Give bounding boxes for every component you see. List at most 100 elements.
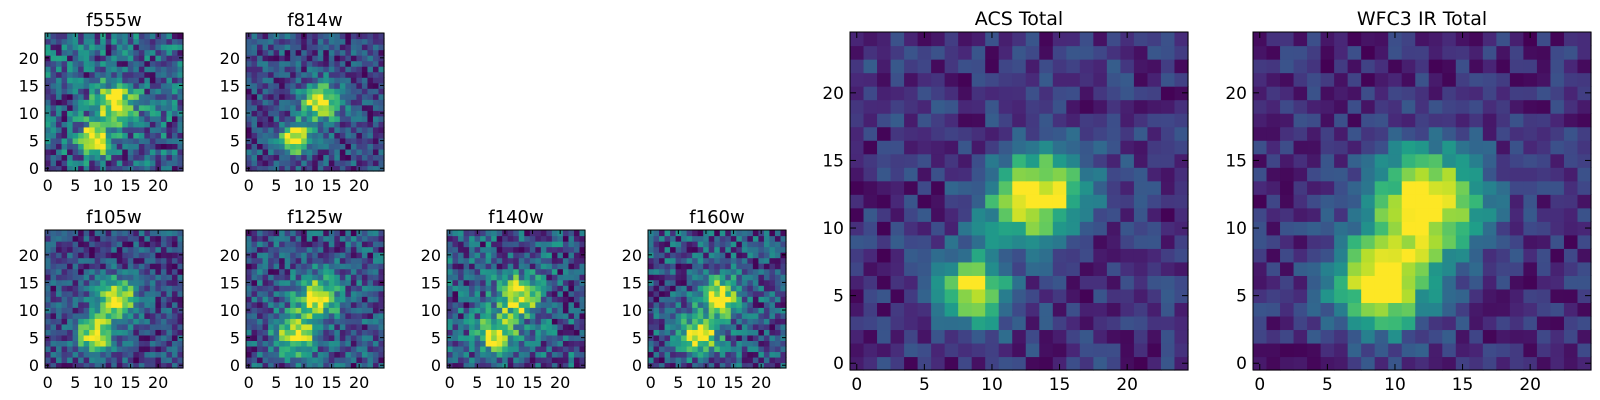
- heatmap-cell: [111, 121, 118, 128]
- heatmap-cell: [312, 268, 319, 275]
- heatmap-cell: [138, 110, 145, 117]
- heatmap-cell: [579, 246, 586, 253]
- heatmap-cell: [361, 268, 369, 275]
- heatmap-cell: [518, 257, 525, 264]
- heatmap-cell: [890, 234, 905, 249]
- heatmap-cell: [306, 44, 313, 51]
- heatmap-cell: [480, 340, 487, 347]
- heatmap-cell: [664, 340, 671, 347]
- heatmap-cell: [301, 38, 308, 45]
- heatmap-cell: [546, 323, 553, 330]
- heatmap-cell: [67, 159, 74, 167]
- heatmap-cell: [1120, 167, 1135, 182]
- heatmap-cell: [122, 93, 129, 100]
- heatmap-cell: [378, 345, 385, 353]
- heatmap-cell: [507, 246, 514, 253]
- heatmap-cell: [378, 263, 385, 270]
- heatmap-cell: [1133, 86, 1149, 101]
- heatmap-cell: [513, 290, 520, 297]
- heatmap-cell: [850, 86, 865, 101]
- heatmap-cell: [72, 143, 79, 150]
- heatmap-cell: [284, 235, 291, 242]
- heatmap-cell: [573, 252, 581, 259]
- heatmap-cell: [708, 285, 715, 292]
- heatmap-cell: [61, 334, 68, 341]
- heatmap-cell: [312, 279, 319, 286]
- heatmap-cell: [648, 356, 655, 364]
- heatmap-cell: [458, 318, 465, 325]
- heatmap-cell: [736, 323, 743, 330]
- heatmap-cell: [670, 334, 677, 341]
- heatmap-cell: [763, 301, 771, 308]
- heatmap-cell: [138, 154, 145, 161]
- heatmap-cell: [144, 121, 151, 128]
- heatmap-cell: [262, 246, 269, 253]
- heatmap-cell: [61, 126, 68, 133]
- heatmap-cell: [736, 351, 743, 358]
- heatmap-cell: [708, 312, 715, 319]
- heatmap-cell: [89, 268, 96, 275]
- heatmap-cell: [251, 329, 258, 336]
- heatmap-cell: [1347, 153, 1362, 168]
- heatmap-cell: [447, 274, 454, 281]
- heatmap-cell: [323, 257, 330, 264]
- heatmap-cell: [339, 362, 346, 369]
- heatmap-cell: [78, 252, 85, 259]
- heatmap-cell: [155, 66, 162, 73]
- heatmap-cell: [171, 165, 179, 172]
- heatmap-cell: [328, 296, 335, 303]
- heatmap-cell: [474, 241, 481, 248]
- heatmap-cell: [958, 288, 973, 303]
- heatmap-cell: [72, 340, 79, 347]
- heatmap-cell: [931, 194, 946, 209]
- heatmap-cell: [301, 285, 308, 292]
- heatmap-cell: [557, 296, 564, 303]
- heatmap-cell: [372, 274, 380, 281]
- heatmap-cell: [116, 318, 123, 325]
- heatmap-cell: [686, 230, 693, 237]
- heatmap-cell: [306, 148, 313, 156]
- heatmap-cell: [458, 356, 465, 364]
- heatmap-cell: [747, 290, 754, 297]
- heatmap-cell: [116, 137, 123, 144]
- heatmap-cell: [664, 329, 671, 336]
- heatmap-cell: [496, 230, 503, 237]
- heatmap-cell: [1482, 261, 1497, 276]
- heatmap-cell: [166, 143, 173, 150]
- heatmap-cell: [1307, 234, 1322, 249]
- heatmap-cell: [985, 207, 1000, 222]
- heatmap-cell: [116, 246, 123, 253]
- heatmap-cell: [675, 296, 682, 303]
- heatmap-cell: [317, 66, 324, 73]
- heatmap-cell: [367, 115, 374, 122]
- heatmap-cell: [697, 235, 704, 242]
- heatmap-cell: [262, 263, 269, 270]
- heatmap-cell: [328, 137, 335, 144]
- heatmap-cell: [257, 323, 264, 330]
- heatmap-cell: [850, 221, 865, 236]
- heatmap-cell: [904, 288, 919, 303]
- heatmap-cell: [747, 246, 754, 253]
- heatmap-cell: [100, 263, 107, 270]
- heatmap-cell: [1093, 288, 1108, 303]
- heatmap-cell: [1039, 72, 1054, 87]
- heatmap-cell: [284, 126, 291, 133]
- heatmap-cell: [1039, 275, 1054, 290]
- heatmap-cell: [306, 82, 313, 89]
- heatmap-cell: [703, 257, 710, 264]
- heatmap-cell: [160, 126, 168, 133]
- heatmap-cell: [1025, 329, 1040, 344]
- heatmap-cell: [1293, 180, 1308, 195]
- heatmap-cell: [72, 38, 79, 45]
- x-tick-label: 20: [1116, 375, 1138, 395]
- heatmap-cell: [1307, 207, 1322, 222]
- heatmap-cell: [736, 362, 743, 369]
- heatmap-cell: [1496, 180, 1511, 195]
- heatmap-cell: [171, 93, 179, 100]
- heatmap-cell: [317, 99, 324, 106]
- heatmap-cell: [725, 345, 732, 353]
- heatmap-cell: [1482, 234, 1497, 249]
- heatmap-cell: [1012, 167, 1027, 182]
- heatmap-cell: [877, 288, 892, 303]
